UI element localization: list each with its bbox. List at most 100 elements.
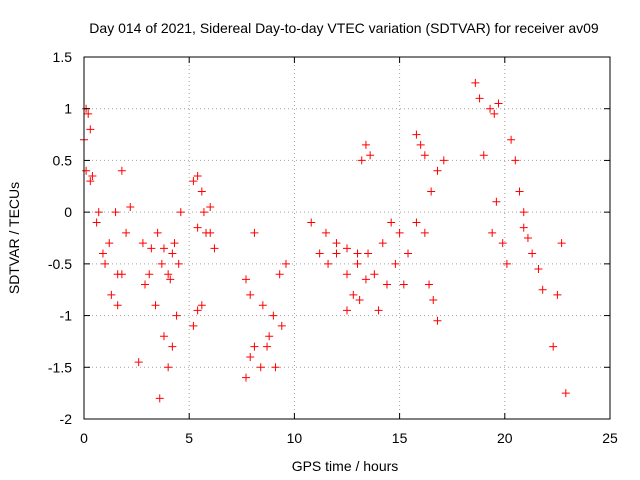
series-arc-28: [486, 99, 503, 118]
data-point: [256, 363, 265, 372]
data-point: [490, 109, 499, 118]
data-point: [307, 218, 316, 227]
data-point: [321, 228, 330, 237]
y-tick-label: -2: [60, 411, 73, 427]
data-point: [429, 296, 438, 305]
data-point: [166, 275, 175, 284]
data-point: [475, 94, 484, 103]
series-arc-10: [189, 301, 206, 330]
data-point: [425, 280, 434, 289]
data-point: [498, 239, 507, 248]
data-point: [561, 389, 570, 398]
data-point: [281, 259, 290, 268]
data-point: [557, 239, 566, 248]
y-tick-label: 1: [64, 101, 72, 117]
data-point: [519, 223, 528, 232]
data-point: [416, 140, 425, 149]
data-point: [263, 342, 272, 351]
data-point: [98, 249, 107, 258]
data-point: [391, 259, 400, 268]
data-point: [164, 270, 173, 279]
data-point: [361, 140, 370, 149]
data-point: [269, 311, 278, 320]
data-point: [343, 270, 351, 279]
data-point: [250, 228, 259, 237]
data-point: [433, 316, 442, 325]
data-point: [471, 78, 480, 87]
data-point: [197, 301, 206, 310]
data-point: [523, 234, 532, 242]
data-point: [395, 228, 404, 237]
data-point: [324, 259, 333, 268]
data-point: [210, 244, 219, 253]
series-arc-19: [321, 228, 373, 279]
data-point: [199, 208, 208, 217]
series-arc-9: [164, 311, 181, 372]
data-point: [105, 239, 114, 248]
data-point: [357, 156, 366, 165]
data-point: [538, 285, 547, 294]
data-point: [242, 373, 251, 382]
x-tick-label: 5: [185, 430, 193, 446]
data-point: [82, 166, 91, 175]
series-arc-14: [242, 342, 259, 382]
data-point: [193, 306, 202, 315]
data-point: [399, 280, 408, 289]
plot-frame: [83, 56, 611, 420]
data-point: [126, 202, 135, 211]
series-arc-24: [412, 130, 429, 160]
y-tick-label: 0: [64, 204, 72, 220]
data-point: [374, 306, 383, 315]
series-arc-18: [307, 218, 362, 268]
series-arc-21: [357, 140, 375, 165]
y-tick-label: -0.5: [48, 256, 72, 272]
data-point: [147, 244, 156, 253]
data-point: [117, 166, 126, 175]
data-point: [122, 228, 131, 237]
series-arc-7: [155, 249, 183, 403]
series-arc-33: [549, 239, 570, 398]
series-arc-6: [138, 239, 166, 310]
data-point: [528, 249, 537, 258]
series-arc-5: [134, 228, 162, 367]
data-point: [420, 228, 429, 237]
data-point: [494, 99, 503, 108]
data-points: [80, 78, 570, 403]
data-point: [412, 218, 421, 227]
data-point: [355, 296, 364, 305]
data-point: [246, 352, 255, 361]
series-arc-22: [370, 218, 421, 279]
data-point: [553, 290, 562, 299]
data-point: [189, 321, 198, 330]
data-point: [246, 290, 255, 299]
data-point: [404, 249, 413, 258]
data-point: [364, 249, 373, 258]
series-arc-32: [534, 265, 547, 294]
data-point: [332, 239, 341, 248]
grid-lines: [84, 57, 610, 419]
data-point: [92, 218, 101, 227]
series-arc-30: [507, 135, 528, 217]
data-point: [361, 275, 370, 284]
x-tick-label: 15: [392, 430, 408, 446]
data-point: [515, 187, 524, 196]
data-point: [250, 342, 259, 351]
data-point: [353, 249, 362, 258]
data-point: [86, 177, 95, 186]
series-arc-2: [82, 166, 122, 299]
data-point: [378, 239, 387, 248]
series-arc-3: [86, 166, 126, 258]
data-point: [145, 270, 154, 279]
data-point: [88, 171, 97, 180]
data-point: [206, 228, 215, 237]
data-point: [439, 156, 448, 165]
data-point: [353, 259, 362, 268]
data-point: [111, 208, 120, 217]
series-arc-8: [159, 208, 185, 284]
data-point: [277, 321, 286, 330]
data-point: [157, 259, 166, 268]
data-point: [507, 135, 516, 144]
data-point: [189, 177, 198, 186]
data-point: [332, 249, 341, 258]
